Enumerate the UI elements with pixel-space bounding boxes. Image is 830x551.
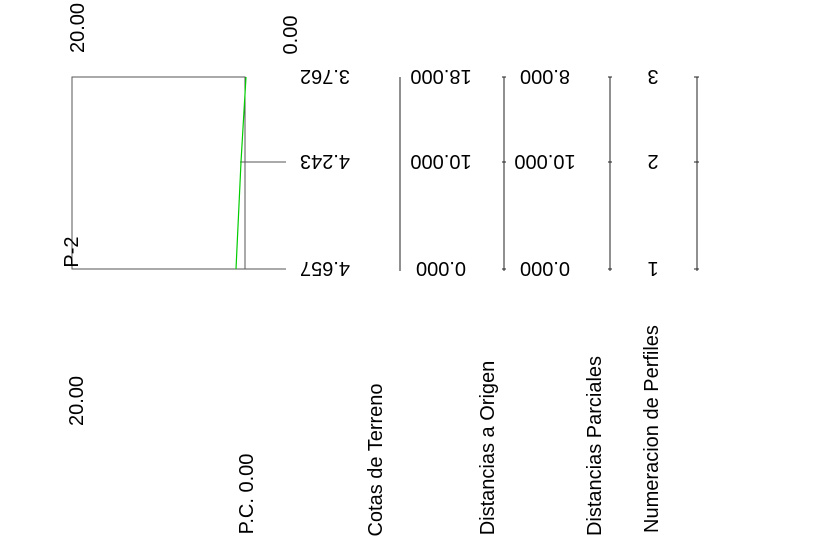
cota-value-3: 3.762 — [300, 65, 350, 87]
top-zero-label: 0.00 — [280, 16, 302, 55]
perfil-number-3: 3 — [647, 65, 658, 87]
origen-value-2: 10.000 — [410, 150, 471, 172]
cotas-row-label: Cotas de Terreno — [365, 383, 387, 536]
perfiles-row-label: Numeracion de Perfiles — [641, 325, 663, 533]
parcial-value-3: 8.000 — [520, 65, 570, 87]
profile-frame — [71, 76, 246, 270]
bottom-scale-label: 20.00 — [66, 376, 88, 426]
origen-value-3: 18.000 — [410, 65, 471, 87]
cota-value-2: 4.243 — [300, 150, 350, 172]
origen-row-label: Distancias a Origen — [477, 361, 499, 536]
parciales-row-label: Distancias Parciales — [584, 356, 606, 536]
cota-value-1: 4.657 — [300, 257, 350, 279]
origen-value-1: 0.000 — [416, 257, 466, 279]
perfil-number-2: 2 — [647, 150, 658, 172]
datum-label: P.C. 0.00 — [236, 454, 258, 535]
top-scale-label: 20.00 — [67, 3, 89, 53]
parcial-value-1: 0.000 — [520, 257, 570, 279]
perfil-number-1: 1 — [647, 257, 658, 279]
profile-name: P-2 — [61, 236, 83, 267]
terrain-line — [235, 76, 247, 270]
parcial-value-2: 10.000 — [514, 150, 575, 172]
